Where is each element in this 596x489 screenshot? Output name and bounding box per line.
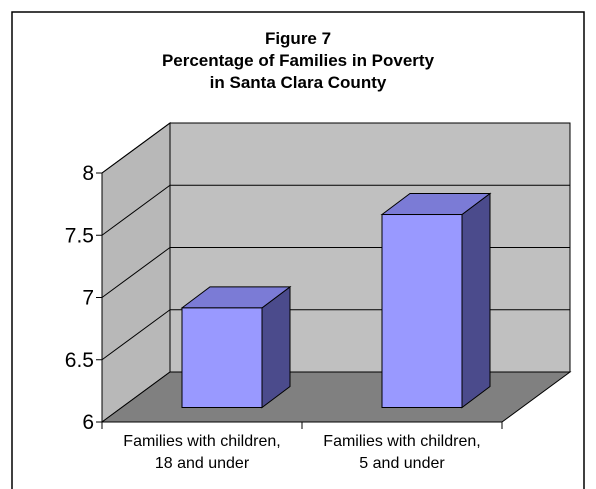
bar-side-face — [461, 192, 491, 409]
bar — [381, 214, 463, 408]
gridline-side — [101, 184, 171, 236]
y-tick-label: 7 — [82, 287, 94, 310]
x-category-label: 18 and under — [155, 455, 250, 472]
chart-title: Figure 7 — [264, 29, 332, 48]
chart-subtitle-line-2: in Santa Clara County — [209, 73, 387, 92]
y-tick-label: 6.5 — [65, 349, 94, 372]
x-category-label: Families with children, — [323, 433, 480, 450]
x-category-label: Families with children, — [123, 433, 280, 450]
chart-subtitle-line-1: Percentage of Families in Poverty — [161, 51, 435, 70]
y-tick-label: 7.5 — [65, 224, 94, 247]
gridline-side — [101, 247, 171, 298]
x-category-label: 5 and under — [359, 455, 445, 472]
bar — [181, 307, 263, 408]
gridline-side — [101, 122, 171, 174]
floor — [100, 371, 572, 423]
y-tick-label: 6 — [82, 411, 94, 434]
gridline-side — [101, 309, 171, 361]
y-tick-label: 8 — [82, 162, 94, 185]
chart-border — [11, 11, 585, 489]
